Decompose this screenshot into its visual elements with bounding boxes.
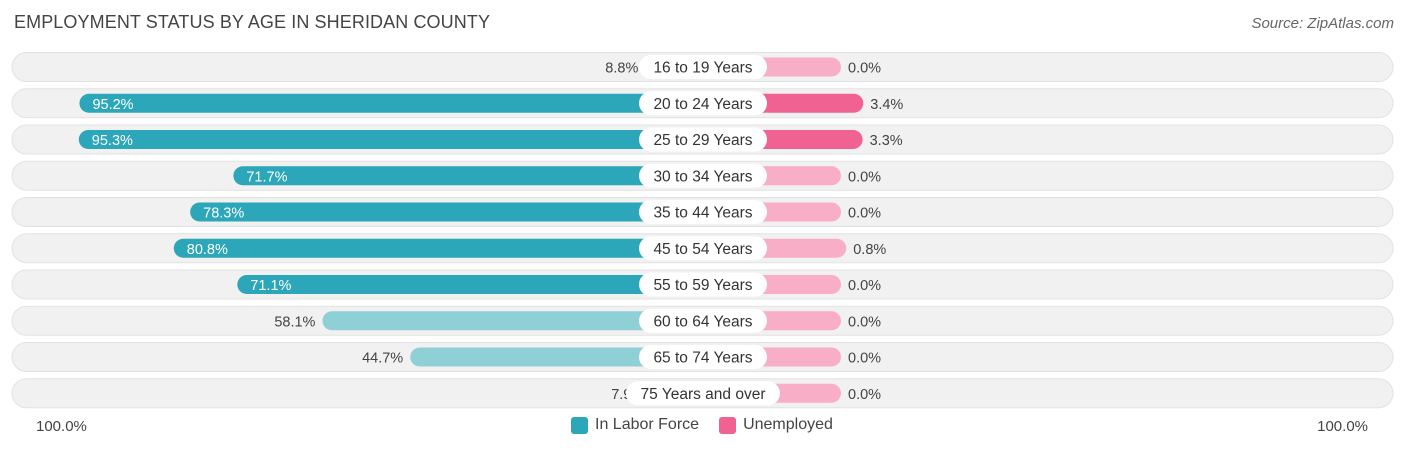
category-label: 45 to 54 Years	[653, 241, 752, 258]
data-label-unemployed: 0.0%	[848, 387, 881, 403]
bar-labor-force	[173, 238, 703, 258]
bar-labor-force	[79, 93, 703, 113]
bar-labor-force	[78, 130, 703, 149]
data-label-unemployed: 3.3%	[870, 133, 903, 149]
data-label-labor-force: 58.1%	[274, 314, 315, 330]
category-label-background	[639, 163, 767, 188]
category-label: 16 to 19 Years	[653, 60, 752, 77]
category-label: 25 to 29 Years	[653, 132, 752, 149]
source-credit: Source: ZipAtlas.com	[1251, 15, 1394, 32]
category-label-background	[639, 91, 767, 116]
data-label-labor-force: 95.2%	[92, 97, 133, 113]
data-label-labor-force: 8.8%	[605, 61, 638, 77]
data-label-labor-force: 80.8%	[187, 242, 228, 258]
data-label-labor-force: 95.3%	[92, 133, 133, 149]
data-label-unemployed: 0.0%	[848, 278, 881, 294]
data-label-labor-force: 71.7%	[246, 169, 287, 185]
category-label: 75 Years and over	[641, 386, 766, 403]
category-label: 55 to 59 Years	[653, 277, 752, 294]
data-label-unemployed: 0.0%	[848, 169, 881, 185]
bar-labor-force	[190, 202, 703, 222]
category-label-background	[639, 236, 767, 261]
data-label-labor-force: 78.3%	[203, 206, 244, 222]
category-label: 60 to 64 Years	[653, 313, 752, 330]
legend-label-labor-force: In Labor Force	[595, 416, 700, 433]
legend-item-labor-force: In Labor Force	[571, 416, 699, 434]
legend-swatch-unemployed	[719, 416, 737, 434]
category-label-background	[639, 127, 767, 152]
legend-item-unemployed: Unemployed	[719, 416, 833, 434]
axis-label-right: 100.0%	[1317, 418, 1368, 435]
bar-labor-force	[322, 311, 703, 331]
category-label: 35 to 44 Years	[653, 205, 752, 222]
legend: In Labor Force Unemployed	[571, 416, 853, 434]
axis-label-left: 100.0%	[36, 418, 87, 435]
category-label-background	[639, 345, 767, 369]
category-label: 30 to 34 Years	[653, 168, 752, 185]
chart-title: EMPLOYMENT STATUS BY AGE IN SHERIDAN COU…	[14, 12, 491, 32]
data-label-labor-force: 44.7%	[362, 351, 403, 367]
category-label: 20 to 24 Years	[653, 96, 752, 113]
bar-labor-force	[237, 275, 704, 294]
data-label-unemployed: 0.8%	[853, 242, 886, 258]
data-label-unemployed: 0.0%	[848, 206, 881, 222]
category-label-background	[639, 55, 767, 79]
data-label-unemployed: 0.0%	[848, 351, 881, 367]
category-label-background	[639, 308, 767, 333]
data-label-unemployed: 3.4%	[870, 97, 903, 113]
category-label-background	[639, 200, 767, 224]
data-label-unemployed: 0.0%	[848, 314, 881, 330]
category-label: 65 to 74 Years	[653, 350, 752, 367]
bar-labor-force	[233, 166, 704, 186]
category-label-background	[639, 272, 767, 297]
data-label-unemployed: 0.0%	[848, 61, 881, 77]
data-label-labor-force: 71.1%	[250, 278, 291, 294]
legend-swatch-labor-force	[571, 416, 588, 434]
legend-label-unemployed: Unemployed	[743, 416, 833, 433]
category-label-background	[626, 381, 780, 406]
bar-labor-force	[410, 347, 703, 367]
